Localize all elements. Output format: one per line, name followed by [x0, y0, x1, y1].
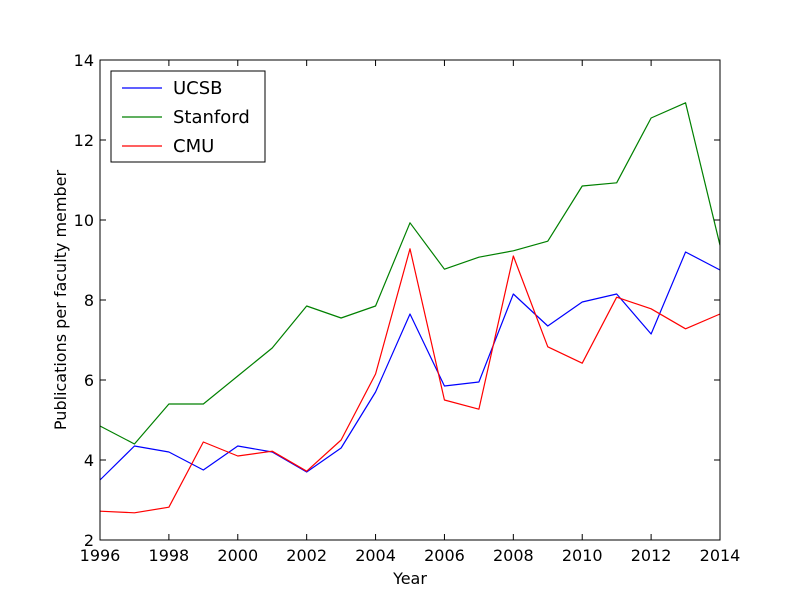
x-tick-label: 2010 [562, 546, 603, 565]
y-axis-label: Publications per faculty member [51, 170, 70, 431]
y-tick-label: 4 [84, 451, 94, 470]
legend: UCSB Stanford CMU [110, 70, 266, 163]
series-line-stanford [99, 102, 721, 445]
x-tick-label: 2014 [700, 546, 741, 565]
series-line-cmu [99, 248, 721, 514]
plot-frame [99, 59, 721, 541]
y-tick-label: 6 [84, 371, 94, 390]
y-tick-label: 2 [84, 531, 94, 550]
x-tick-labels: 1996 1998 2000 2002 2004 2006 2008 2010 2012 2014 [80, 546, 741, 565]
y-tick-label: 12 [74, 131, 94, 150]
legend-label-stanford: Stanford [173, 107, 250, 128]
legend-label-cmu: CMU [173, 136, 214, 157]
y-tick-label: 14 [74, 51, 94, 70]
x-tick-label: 1998 [149, 546, 190, 565]
x-tick-label: 2008 [493, 546, 534, 565]
x-tick-label: 2002 [286, 546, 327, 565]
y-tick-label: 8 [84, 291, 94, 310]
x-tick-label: 2012 [631, 546, 672, 565]
y-tick-label: 10 [74, 211, 94, 230]
x-tick-label: 2006 [424, 546, 465, 565]
x-axis-label: Year [392, 569, 427, 588]
series-lines [99, 102, 721, 514]
y-tick-labels: 2 4 6 8 10 12 14 [74, 51, 94, 550]
series-line-ucsb [99, 251, 721, 481]
x-tick-label: 2004 [355, 546, 396, 565]
x-tick-label: 2000 [217, 546, 258, 565]
legend-label-ucsb: UCSB [173, 78, 223, 99]
x-tick-label: 1996 [80, 546, 121, 565]
